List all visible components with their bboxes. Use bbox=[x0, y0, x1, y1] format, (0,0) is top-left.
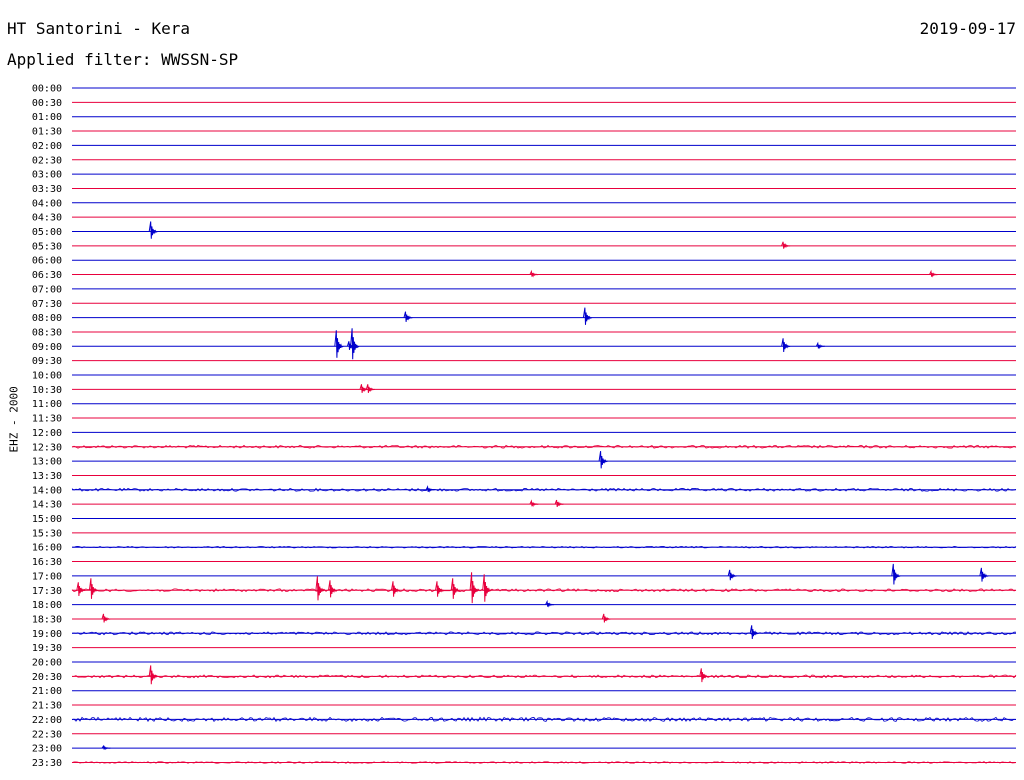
row-time-label: 09:30 bbox=[32, 356, 62, 367]
seismic-event bbox=[699, 668, 709, 683]
row-time-label: 22:30 bbox=[32, 729, 62, 740]
row-time-label: 10:30 bbox=[32, 385, 62, 396]
row-time-label: 01:30 bbox=[32, 127, 62, 138]
noise-trace bbox=[71, 716, 1017, 723]
row-time-label: 12:30 bbox=[32, 442, 62, 453]
row-time-label: 16:00 bbox=[32, 543, 62, 554]
row-time-label: 02:00 bbox=[32, 141, 62, 152]
noise-trace bbox=[71, 761, 1017, 764]
seismic-event bbox=[315, 576, 325, 601]
station-title: HT Santorini - Kera bbox=[7, 19, 191, 38]
row-time-label: 17:00 bbox=[32, 571, 62, 582]
record-date: 2019-09-17 bbox=[919, 19, 1016, 38]
seismic-event bbox=[979, 567, 989, 582]
seismic-event bbox=[148, 221, 158, 239]
seismic-event bbox=[328, 580, 338, 598]
row-time-label: 15:30 bbox=[32, 528, 62, 539]
row-time-label: 08:00 bbox=[32, 313, 62, 324]
row-time-label: 00:00 bbox=[32, 84, 62, 95]
seismic-event bbox=[529, 269, 539, 278]
row-time-label: 17:30 bbox=[32, 586, 62, 597]
row-time-label: 19:30 bbox=[32, 643, 62, 654]
seismic-event bbox=[391, 581, 401, 597]
seismic-event bbox=[891, 563, 901, 585]
row-time-label: 01:00 bbox=[32, 112, 62, 123]
seismic-event bbox=[781, 241, 791, 249]
row-time-label: 12:00 bbox=[32, 428, 62, 439]
seismic-event bbox=[598, 451, 608, 469]
row-time-label: 22:00 bbox=[32, 715, 62, 726]
noise-trace bbox=[71, 545, 1017, 549]
row-time-label: 08:30 bbox=[32, 327, 62, 338]
row-time-label: 20:00 bbox=[32, 658, 62, 669]
row-time-label: 11:00 bbox=[32, 399, 62, 410]
noise-trace bbox=[71, 631, 1017, 636]
row-time-label: 21:00 bbox=[32, 686, 62, 697]
row-time-label: 14:30 bbox=[32, 500, 62, 511]
row-time-label: 19:00 bbox=[32, 629, 62, 640]
noise-trace bbox=[71, 487, 1017, 492]
row-time-label: 11:30 bbox=[32, 414, 62, 425]
seismic-event bbox=[529, 499, 539, 508]
row-time-label: 06:30 bbox=[32, 270, 62, 281]
row-time-label: 23:30 bbox=[32, 758, 62, 769]
row-time-label: 15:00 bbox=[32, 514, 62, 525]
seismic-event bbox=[425, 485, 435, 493]
row-time-label: 07:00 bbox=[32, 284, 62, 295]
row-time-label: 03:00 bbox=[32, 170, 62, 181]
row-time-label: 20:30 bbox=[32, 672, 62, 683]
seismic-event bbox=[749, 625, 759, 640]
noise-trace bbox=[71, 674, 1017, 679]
row-time-label: 13:30 bbox=[32, 471, 62, 482]
row-time-label: 05:00 bbox=[32, 227, 62, 238]
seismic-event bbox=[450, 578, 460, 599]
row-time-label: 21:30 bbox=[32, 701, 62, 712]
row-time-label: 06:00 bbox=[32, 256, 62, 267]
row-time-label: 02:30 bbox=[32, 155, 62, 166]
seismic-event bbox=[582, 307, 593, 325]
row-time-label: 10:00 bbox=[32, 371, 62, 382]
seismic-event bbox=[469, 572, 479, 604]
row-time-label: 09:00 bbox=[32, 342, 62, 353]
row-time-label: 16:30 bbox=[32, 557, 62, 568]
seismic-event bbox=[334, 330, 344, 358]
noise-trace bbox=[71, 444, 1017, 449]
seismic-event bbox=[929, 269, 939, 278]
seismic-event bbox=[815, 341, 825, 350]
seismic-event bbox=[148, 665, 158, 685]
seismic-event bbox=[101, 613, 111, 623]
row-time-label: 07:30 bbox=[32, 299, 62, 310]
seismic-event bbox=[76, 582, 86, 597]
seismic-event bbox=[554, 499, 564, 508]
noise-trace bbox=[71, 588, 1017, 593]
row-time-label: 00:30 bbox=[32, 98, 62, 109]
seismic-event bbox=[350, 328, 360, 360]
seismic-event bbox=[781, 338, 791, 353]
row-time-label: 18:30 bbox=[32, 614, 62, 625]
seismic-event bbox=[727, 569, 737, 581]
row-time-label: 05:30 bbox=[32, 241, 62, 252]
seismic-event bbox=[545, 599, 555, 608]
applied-filter: Applied filter: WWSSN-SP bbox=[7, 50, 239, 69]
seismic-event bbox=[403, 311, 413, 322]
seismic-event bbox=[482, 574, 492, 602]
row-time-label: 18:00 bbox=[32, 600, 62, 611]
seismic-event bbox=[88, 578, 99, 599]
row-time-label: 23:00 bbox=[32, 744, 62, 755]
row-time-label: 14:00 bbox=[32, 485, 62, 496]
seismic-event bbox=[365, 384, 375, 393]
row-time-label: 03:30 bbox=[32, 184, 62, 195]
seismic-event bbox=[101, 744, 111, 751]
seismic-event bbox=[601, 613, 611, 623]
row-time-label: 13:00 bbox=[32, 457, 62, 468]
row-time-label: 04:00 bbox=[32, 198, 62, 209]
row-time-label: 04:30 bbox=[32, 213, 62, 224]
seismic-event bbox=[435, 581, 445, 597]
